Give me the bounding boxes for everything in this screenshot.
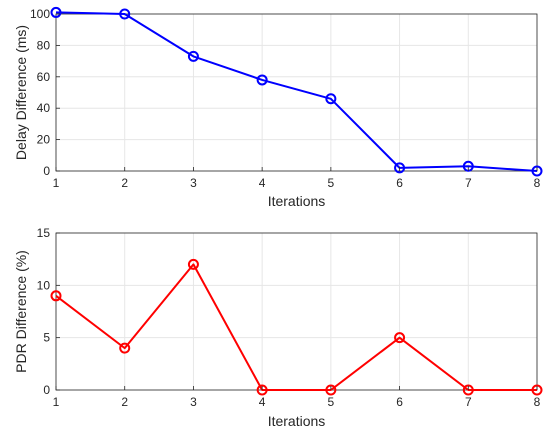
delay-data-point [256, 74, 268, 86]
pdr-y-tick-label: 0 [43, 383, 50, 397]
delay-data-point [325, 93, 337, 105]
pdr-x-ticks: 1 2 3 4 5 6 7 8 [53, 386, 541, 409]
delay-y-tick-label: 0 [43, 164, 50, 178]
delay-x-axis-label: Iterations [268, 193, 326, 209]
delay-x-tick-label: 5 [328, 176, 335, 190]
pdr-data-point [119, 342, 131, 354]
pdr-data-point [325, 384, 337, 396]
pdr-data-point [50, 290, 62, 302]
pdr-y-axis-label: PDR Difference (%) [13, 250, 29, 373]
pdr-data-point [394, 332, 406, 344]
delay-x-tick-label: 2 [121, 176, 128, 190]
pdr-plot-frame [55, 232, 538, 391]
delay-y-axis-label: Delay Difference (ms) [13, 25, 29, 160]
delay-data-point [394, 162, 406, 174]
pdr-data-point [531, 384, 543, 396]
delay-x-tick-label: 1 [53, 176, 60, 190]
pdr-x-axis-label: Iterations [268, 413, 326, 429]
delay-y-tick-label: 40 [37, 101, 51, 115]
pdr-x-tick-label: 3 [190, 395, 197, 409]
pdr-y-tick-label: 10 [37, 278, 51, 292]
delay-data-point [50, 6, 62, 18]
pdr-y-tick-label: 5 [43, 331, 50, 345]
delay-y-tick-label: 80 [37, 38, 51, 52]
delay-y-tick-label: 60 [37, 70, 51, 84]
pdr-grid [55, 232, 538, 391]
delay-data-point [531, 165, 543, 177]
delay-data-point [119, 8, 131, 20]
delay-series [50, 6, 543, 177]
delay-y-ticks: 0 20 40 60 80 100 [30, 7, 60, 178]
pdr-y-ticks: 0 5 10 15 [37, 226, 60, 397]
pdr-x-tick-label: 4 [259, 395, 266, 409]
pdr-x-tick-label: 6 [396, 395, 403, 409]
pdr-x-tick-label: 7 [465, 395, 472, 409]
pdr-x-tick-label: 2 [121, 395, 128, 409]
pdr-x-tick-label: 1 [53, 395, 60, 409]
pdr-x-tick-label: 8 [534, 395, 541, 409]
pdr-series [50, 258, 543, 396]
delay-series-line [55, 11, 538, 172]
delay-x-tick-label: 4 [259, 176, 266, 190]
delay-x-tick-label: 6 [396, 176, 403, 190]
pdr-y-tick-label: 15 [37, 226, 51, 240]
delay-x-tick-label: 3 [190, 176, 197, 190]
delay-x-ticks: 1 2 3 4 5 6 7 8 [53, 167, 541, 190]
delay-y-tick-label: 100 [30, 7, 50, 21]
delay-plot-frame [55, 13, 538, 172]
pdr-data-point [187, 258, 199, 270]
delay-data-point [187, 50, 199, 62]
delay-x-tick-label: 8 [534, 176, 541, 190]
delay-grid [55, 13, 538, 172]
pdr-x-tick-label: 5 [328, 395, 335, 409]
delay-chart: 1 2 3 4 5 6 7 8 0 20 40 60 80 100 Iterations Delay D… [13, 6, 543, 209]
delay-y-tick-label: 20 [37, 133, 51, 147]
pdr-data-point [462, 384, 474, 396]
pdr-chart: 1 2 3 4 5 6 7 8 0 5 10 15 Iterations PDR Differenc… [13, 226, 543, 429]
pdr-series-line [55, 263, 537, 391]
delay-x-tick-label: 7 [465, 176, 472, 190]
pdr-data-point [256, 384, 268, 396]
